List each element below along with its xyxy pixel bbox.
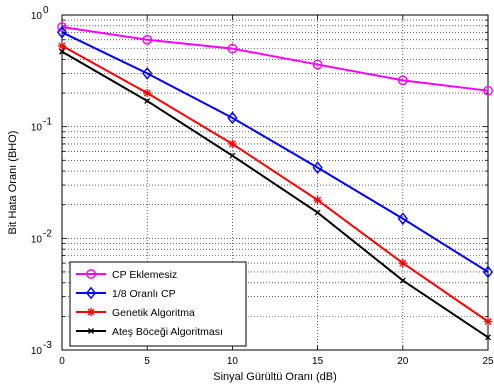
data-point xyxy=(143,88,152,98)
x-tick-label: 20 xyxy=(397,356,409,367)
y-tick-exponent: -2 xyxy=(43,228,52,239)
data-point xyxy=(229,152,236,159)
axes-frame xyxy=(61,14,489,351)
data-point xyxy=(57,41,67,50)
legend-entry: Genetik Algoritma xyxy=(76,307,195,319)
legend-entry: CP Eklemesiz xyxy=(76,269,177,281)
x-axis-title: Sinyal Gürültü Oranı (dB) xyxy=(213,371,337,383)
y-tick-label: 10 xyxy=(31,346,43,357)
series-1 xyxy=(57,22,493,96)
legend-entry: Ateş Böceği Algoritması xyxy=(76,326,223,338)
data-point xyxy=(142,67,153,80)
x-tick-label: 5 xyxy=(144,356,150,367)
data-point xyxy=(314,209,321,216)
y-tick-label: 10 xyxy=(31,11,43,22)
data-point xyxy=(57,22,67,32)
legend-label: Genetik Algoritma xyxy=(112,307,195,319)
data-point xyxy=(483,85,493,96)
data-point xyxy=(228,139,237,149)
series-2 xyxy=(56,25,494,279)
data-point xyxy=(483,317,493,326)
data-point xyxy=(56,25,68,39)
series-line xyxy=(61,26,489,92)
x-tick-label: 10 xyxy=(227,356,239,367)
data-point xyxy=(398,258,407,268)
legend-label: 1/8 Oranlı CP xyxy=(112,288,176,300)
legend-marker xyxy=(86,269,96,279)
series-line xyxy=(61,50,489,339)
y-tick-label: 10 xyxy=(31,234,43,245)
data-point xyxy=(399,277,406,284)
data-point xyxy=(397,75,408,86)
series-3 xyxy=(57,41,493,326)
legend-label: Ateş Böceği Algoritması xyxy=(112,326,223,338)
data-point xyxy=(485,334,491,341)
series-line xyxy=(61,31,489,273)
x-tick-label: 0 xyxy=(59,356,65,367)
data-point xyxy=(227,111,238,125)
y-tick-exponent: -1 xyxy=(43,117,52,128)
data-point xyxy=(313,195,322,205)
x-tick-label: 15 xyxy=(312,356,324,367)
y-tick-exponent: -3 xyxy=(43,340,52,351)
legend-label: CP Eklemesiz xyxy=(112,269,177,281)
data-point xyxy=(312,59,323,70)
series-layer xyxy=(56,22,494,341)
data-point xyxy=(397,212,408,225)
data-point xyxy=(59,48,65,55)
legend-marker xyxy=(85,286,97,300)
y-tick-exponent: 0 xyxy=(43,5,49,16)
data-point xyxy=(227,43,238,54)
y-tick-label: 10 xyxy=(31,123,43,134)
data-point xyxy=(312,161,323,174)
legend-marker xyxy=(88,328,94,334)
series-4 xyxy=(59,48,491,341)
data-point xyxy=(142,34,153,45)
y-axis-title: Bit Hata Oranı (BHO) xyxy=(7,131,19,235)
legend-marker xyxy=(86,307,96,317)
legend-entry: 1/8 Oranlı CP xyxy=(76,286,176,300)
data-point xyxy=(144,97,151,104)
plot-frame xyxy=(61,14,489,351)
data-point xyxy=(482,265,494,279)
legend: CP Eklemesiz 1/8 Oranlı CP Genetik Algorit… xyxy=(69,261,247,347)
series-line xyxy=(61,44,489,323)
x-tick-label: 25 xyxy=(482,356,494,367)
